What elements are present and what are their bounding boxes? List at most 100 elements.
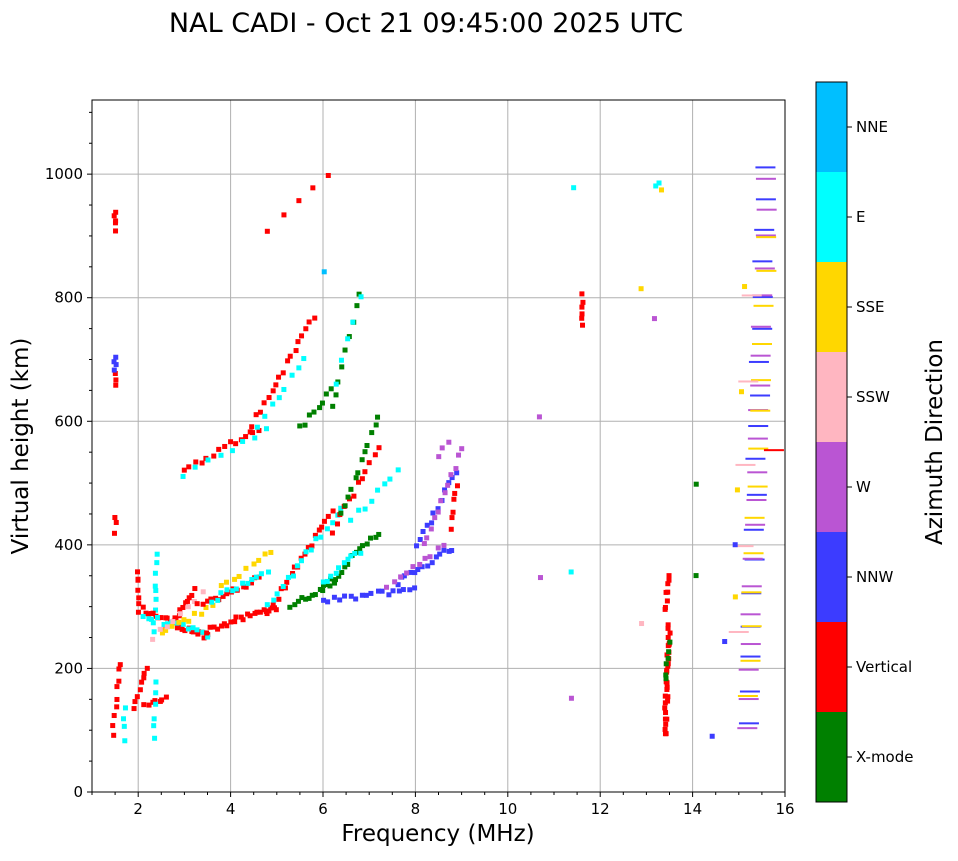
echo-point bbox=[266, 395, 272, 401]
echo-point bbox=[111, 732, 117, 738]
echo-point bbox=[174, 625, 180, 631]
echo-point bbox=[333, 381, 339, 387]
echo-point bbox=[245, 611, 251, 617]
echo-point bbox=[308, 547, 314, 553]
echo-point bbox=[412, 585, 418, 591]
echo-point bbox=[330, 403, 336, 409]
echo-point bbox=[185, 626, 191, 632]
echo-point bbox=[281, 212, 287, 218]
echo-point bbox=[256, 428, 262, 434]
echo-point bbox=[338, 357, 344, 363]
echo-point bbox=[454, 470, 460, 476]
echo-point bbox=[734, 487, 740, 493]
echo-point bbox=[659, 187, 665, 193]
echo-point bbox=[667, 630, 673, 636]
echo-point bbox=[224, 587, 230, 593]
echo-point bbox=[153, 690, 159, 696]
echo-point bbox=[285, 358, 291, 364]
echo-point bbox=[665, 655, 671, 661]
echo-point bbox=[392, 579, 398, 585]
colorbar-segment bbox=[816, 352, 847, 443]
echo-point bbox=[245, 580, 251, 586]
echo-point bbox=[743, 552, 764, 555]
colorbar-category-label: NNW bbox=[856, 568, 893, 586]
echo-point bbox=[400, 587, 406, 593]
echo-point bbox=[164, 624, 170, 630]
echo-point bbox=[412, 570, 418, 576]
echo-point bbox=[417, 537, 423, 543]
echo-point bbox=[373, 422, 379, 428]
echo-point bbox=[737, 694, 758, 697]
chart-title: NAL CADI - Oct 21 09:45:00 2025 UTC bbox=[169, 8, 683, 39]
echo-point bbox=[666, 577, 672, 583]
y-tick-label: 200 bbox=[54, 659, 83, 677]
echo-point bbox=[208, 596, 214, 602]
echo-point bbox=[216, 446, 222, 452]
echo-point bbox=[261, 400, 267, 406]
echo-point bbox=[189, 592, 195, 598]
y-tick-label: 600 bbox=[54, 412, 83, 430]
echo-point bbox=[452, 490, 458, 496]
echo-point bbox=[258, 571, 264, 577]
echo-point bbox=[740, 613, 761, 616]
echo-point bbox=[251, 561, 257, 567]
echo-point bbox=[362, 469, 368, 475]
echo-point bbox=[568, 695, 574, 701]
echo-point bbox=[737, 727, 758, 730]
echo-point bbox=[318, 534, 324, 540]
echo-point bbox=[240, 617, 246, 623]
colorbar-frame bbox=[815, 81, 848, 803]
echo-point bbox=[345, 336, 351, 342]
echo-point bbox=[199, 460, 205, 466]
echo-point bbox=[173, 615, 179, 621]
echo-point bbox=[230, 588, 236, 594]
echo-point bbox=[257, 609, 263, 615]
echo-point bbox=[185, 604, 191, 610]
echo-point bbox=[292, 602, 298, 608]
echo-point bbox=[333, 392, 339, 398]
echo-point bbox=[303, 549, 309, 555]
echo-point bbox=[755, 234, 776, 237]
echo-point bbox=[317, 405, 323, 411]
echo-point bbox=[665, 634, 671, 640]
echo-point bbox=[401, 573, 407, 579]
echo-point bbox=[264, 602, 270, 608]
echo-point bbox=[186, 464, 192, 470]
echo-point bbox=[662, 726, 668, 732]
echo-point bbox=[359, 457, 365, 463]
echo-point bbox=[153, 607, 159, 613]
echo-point bbox=[111, 213, 117, 219]
echo-point bbox=[746, 493, 767, 496]
y-tick-label: 400 bbox=[54, 536, 83, 554]
echo-point bbox=[200, 601, 206, 607]
echo-point bbox=[448, 526, 454, 532]
echo-point bbox=[442, 490, 448, 496]
echo-point bbox=[274, 591, 280, 597]
echo-point bbox=[135, 609, 141, 615]
x-tick-label: 2 bbox=[133, 800, 143, 818]
echo-point bbox=[324, 526, 330, 532]
echo-point bbox=[664, 652, 670, 658]
echo-point bbox=[164, 615, 170, 621]
echo-point bbox=[330, 508, 336, 514]
echo-point bbox=[348, 553, 354, 559]
echo-point bbox=[243, 584, 249, 590]
echo-point bbox=[232, 576, 238, 582]
echo-point bbox=[116, 666, 122, 672]
echo-point bbox=[179, 626, 185, 632]
echo-point bbox=[287, 604, 293, 610]
echo-point bbox=[414, 543, 420, 549]
echo-point bbox=[750, 354, 771, 357]
x-tick-label: 12 bbox=[591, 800, 610, 818]
echo-point bbox=[407, 587, 413, 593]
echo-point bbox=[320, 582, 326, 588]
echo-point bbox=[205, 598, 211, 604]
echo-point bbox=[240, 580, 246, 586]
echo-point bbox=[735, 463, 756, 466]
echo-point bbox=[742, 557, 763, 560]
echo-point bbox=[152, 698, 158, 704]
echo-point bbox=[342, 347, 348, 353]
echo-point bbox=[738, 380, 759, 383]
echo-point bbox=[295, 598, 301, 604]
